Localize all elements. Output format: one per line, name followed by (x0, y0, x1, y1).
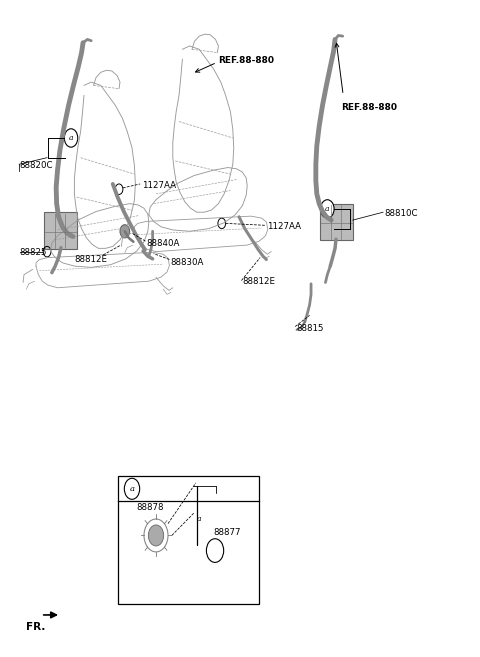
Bar (118, 476, 259, 604)
Text: 88840A: 88840A (146, 238, 180, 248)
Text: 1127AA: 1127AA (142, 181, 176, 190)
Text: REF.88-880: REF.88-880 (218, 56, 275, 65)
Text: 88810C: 88810C (384, 209, 418, 218)
Text: a: a (69, 134, 73, 142)
Text: 88820C: 88820C (19, 161, 53, 170)
Text: 1127AA: 1127AA (267, 222, 301, 231)
Text: FR.: FR. (26, 622, 46, 632)
Text: 88812E: 88812E (242, 277, 276, 286)
Circle shape (148, 525, 164, 546)
Circle shape (321, 200, 334, 218)
Text: 88877: 88877 (214, 528, 241, 537)
FancyBboxPatch shape (320, 204, 353, 240)
Circle shape (124, 478, 140, 499)
Text: 88812E: 88812E (74, 255, 108, 264)
Text: a: a (325, 205, 330, 213)
Text: 88825: 88825 (19, 248, 47, 258)
Text: a: a (130, 485, 134, 493)
Text: REF.88-880: REF.88-880 (341, 103, 397, 112)
Circle shape (64, 129, 78, 147)
Text: a: a (197, 515, 202, 523)
Circle shape (120, 225, 130, 238)
Text: 88815: 88815 (297, 324, 324, 333)
Text: 88878: 88878 (137, 503, 164, 512)
Text: 88830A: 88830A (170, 258, 204, 267)
FancyBboxPatch shape (44, 212, 77, 249)
